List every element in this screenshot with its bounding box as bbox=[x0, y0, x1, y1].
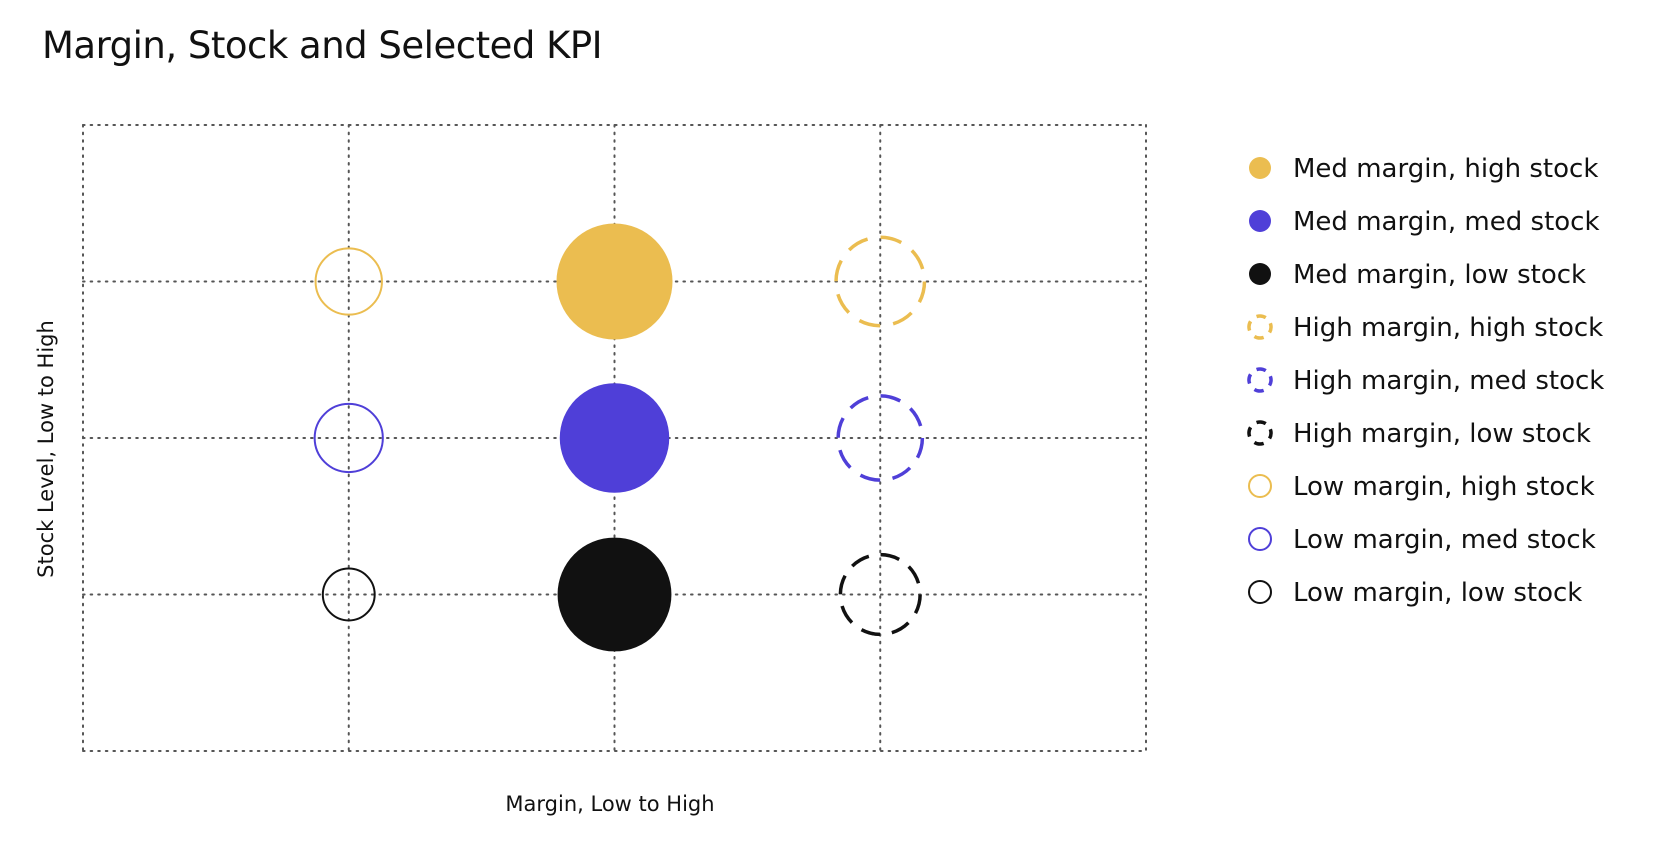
legend-label: Med margin, low stock bbox=[1293, 260, 1586, 290]
bubble-high-margin-low-stock bbox=[838, 552, 922, 637]
x-axis-label: Margin, Low to High bbox=[505, 792, 714, 816]
legend-marker-icon bbox=[1247, 367, 1273, 393]
chart-title: Margin, Stock and Selected KPI bbox=[42, 24, 603, 67]
bubble-high-margin-med-stock bbox=[836, 394, 925, 482]
bubble-med-margin-med-stock bbox=[559, 383, 670, 493]
legend-marker-icon bbox=[1248, 474, 1272, 498]
y-axis-label: Stock Level, Low to High bbox=[34, 320, 58, 578]
legend-label: High margin, low stock bbox=[1293, 419, 1591, 449]
bubble-layer bbox=[313, 223, 927, 652]
legend-marker-icon bbox=[1247, 420, 1273, 446]
legend-label: Low margin, med stock bbox=[1293, 525, 1596, 555]
legend-label: Med margin, high stock bbox=[1293, 154, 1598, 184]
legend-marker-icon bbox=[1249, 157, 1271, 179]
bubble-low-margin-med-stock bbox=[313, 402, 384, 474]
legend-marker-icon bbox=[1249, 210, 1271, 232]
legend-marker-icon bbox=[1248, 527, 1272, 551]
legend: Med margin, high stock Med margin, med st… bbox=[1247, 154, 1604, 608]
legend-label: Low margin, high stock bbox=[1293, 472, 1595, 502]
legend-label: High margin, high stock bbox=[1293, 313, 1603, 343]
bubble-med-margin-high-stock bbox=[556, 223, 673, 340]
bubble-high-margin-high-stock bbox=[834, 235, 927, 328]
bubble-low-margin-high-stock bbox=[314, 247, 383, 316]
legend-marker-icon bbox=[1248, 580, 1272, 604]
bubble-low-margin-low-stock bbox=[321, 567, 376, 622]
legend-label: Low margin, low stock bbox=[1293, 578, 1582, 608]
legend-label: High margin, med stock bbox=[1293, 366, 1604, 396]
legend-label: Med margin, med stock bbox=[1293, 207, 1600, 237]
legend-marker-icon bbox=[1249, 263, 1271, 285]
legend-marker-icon bbox=[1247, 314, 1273, 340]
bubble-med-margin-low-stock bbox=[557, 537, 672, 652]
